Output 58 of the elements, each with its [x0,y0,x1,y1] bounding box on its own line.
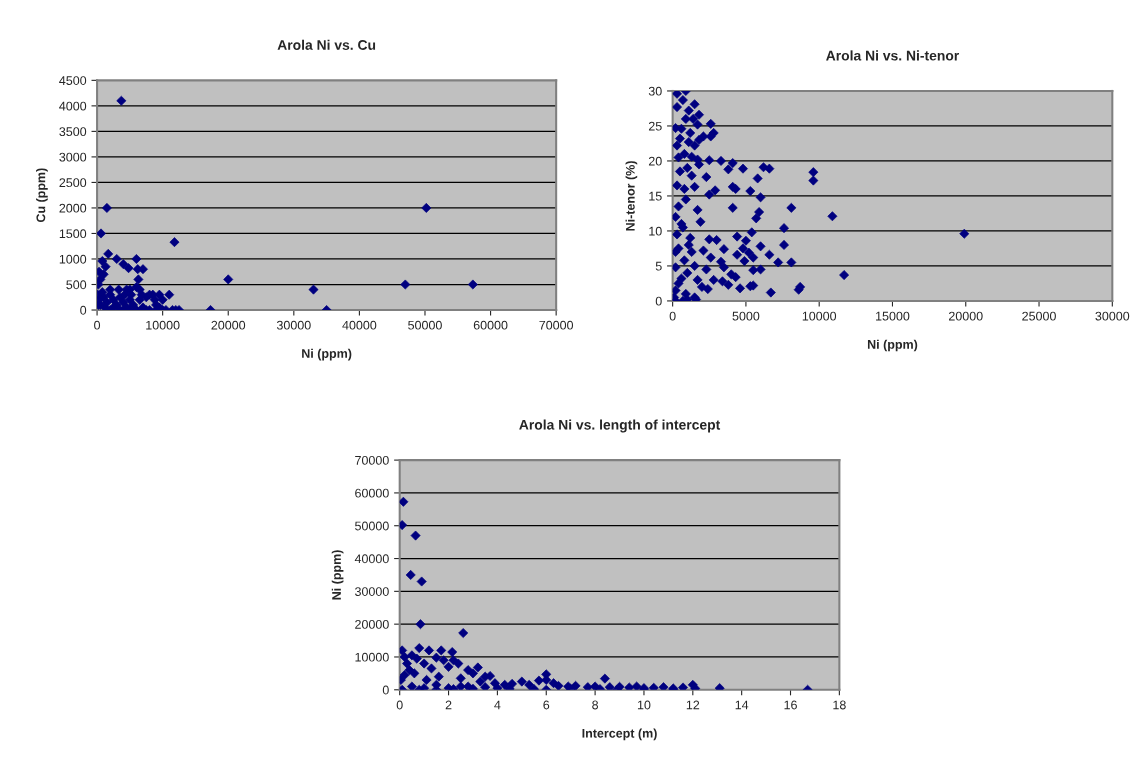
y-tick-label: 0 [655,296,662,306]
chart-title: Arola Ni vs. Ni-tenor [826,50,960,61]
y-tick-label: 2500 [59,178,87,188]
x-tick-label: 2 [445,700,452,710]
y-tick-label: 500 [66,280,87,290]
x-tick-label: 12 [686,700,700,710]
y-tick-label: 10 [649,226,662,236]
y-axis-title: Ni (ppm) [331,550,344,600]
y-tick-label: 0 [382,685,389,695]
x-tick-label: 6 [543,700,550,710]
x-tick-label: 0 [669,311,676,321]
x-tick-label: 16 [784,700,797,710]
x-tick-label: 14 [735,700,749,710]
x-tick-label: 20000 [949,311,983,321]
x-tick-label: 0 [94,320,101,330]
y-tick-label: 25 [648,121,662,131]
x-tick-label: 30000 [1095,311,1130,321]
y-tick-label: 1500 [59,229,87,239]
y-tick-label: 30 [648,86,662,96]
x-tick-label: 8 [592,700,599,710]
y-tick-label: 3000 [59,152,87,162]
y-tick-label: 15 [649,191,662,201]
y-tick-label: 20000 [355,619,389,629]
x-tick-label: 10000 [146,320,180,330]
x-tick-label: 50000 [408,320,442,330]
x-axis-title: Ni (ppm) [302,348,352,361]
x-axis-title: Intercept (m) [582,728,657,741]
x-tick-label: 10 [637,700,651,710]
chart-title: Arola Ni vs. Cu [277,39,376,50]
x-tick-label: 10000 [802,311,837,321]
y-tick-label: 2000 [59,203,87,213]
x-tick-label: 20000 [211,320,246,330]
y-tick-label: 4000 [59,101,87,111]
x-tick-label: 60000 [473,320,508,330]
y-tick-label: 4500 [59,76,87,85]
y-axis-title: Ni-tenor (%) [625,161,638,231]
y-tick-label: 40000 [354,554,389,564]
x-tick-label: 18 [833,700,846,710]
x-tick-label: 30000 [276,320,311,330]
y-tick-label: 20 [648,156,662,166]
y-tick-label: 60000 [355,488,389,498]
y-tick-label: 10000 [355,652,389,662]
y-tick-label: 70000 [355,455,389,465]
x-tick-label: 5000 [732,311,760,321]
x-tick-label: 0 [396,700,403,710]
x-tick-label: 70000 [539,320,574,330]
x-tick-label: 40000 [342,320,377,330]
y-tick-label: 50000 [355,521,389,531]
y-tick-label: 30000 [355,587,389,596]
x-tick-label: 4 [494,700,501,710]
x-tick-label: 15000 [876,311,910,321]
y-tick-label: 1000 [59,254,87,264]
x-axis-title: Ni (ppm) [867,339,918,352]
x-tick-label: 25000 [1022,311,1056,321]
chart-title: Arola Ni vs. length of intercept [519,419,721,433]
y-tick-label: 5 [655,261,662,271]
y-tick-label: 3500 [59,127,87,137]
y-axis-title: Cu (ppm) [36,168,48,223]
